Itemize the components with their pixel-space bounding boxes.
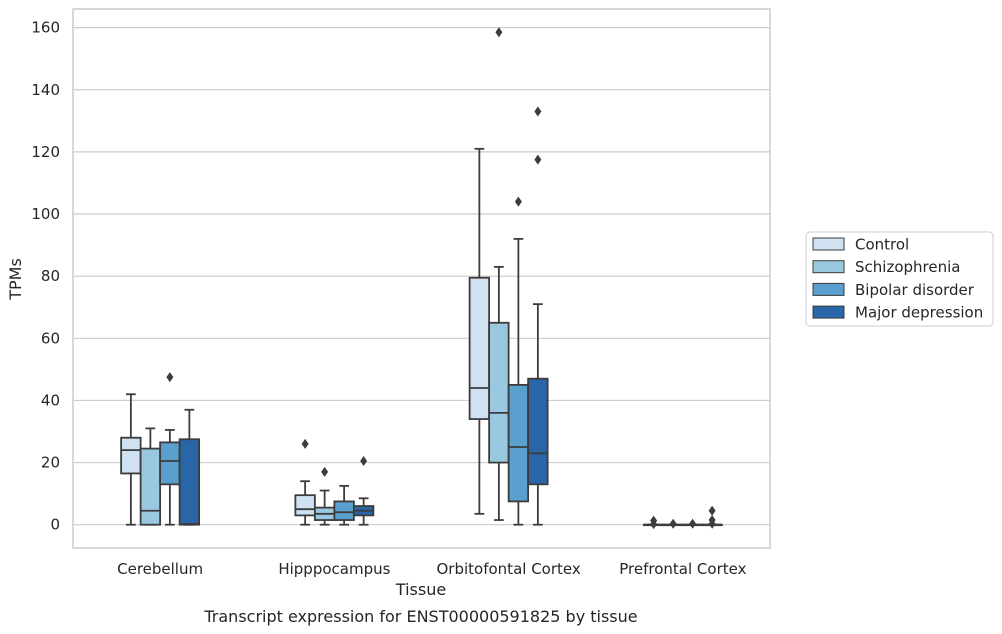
x-axis-label: Tissue (395, 580, 446, 599)
x-tick-label: Orbitofontal Cortex (437, 560, 581, 578)
outlier-point (708, 505, 716, 516)
y-tick-label: 20 (41, 454, 60, 472)
box-3-1 (662, 518, 684, 529)
y-tick-label: 100 (31, 205, 60, 223)
chart-caption: Transcript expression for ENST0000059182… (203, 607, 637, 626)
box (468, 276, 491, 420)
legend-label: Schizophrenia (855, 258, 960, 276)
x-tick-label: Cerebellum (117, 560, 203, 578)
legend-swatch (812, 237, 845, 251)
box-0-2 (159, 372, 181, 526)
box (488, 321, 510, 464)
box-1-2 (333, 484, 355, 526)
box (527, 377, 549, 486)
box (159, 441, 181, 486)
x-tick-label: Hipppocampus (278, 560, 390, 578)
y-tick-label: 60 (41, 329, 60, 347)
outlier-point (650, 515, 658, 526)
box (333, 500, 355, 521)
y-tick-label: 0 (50, 516, 60, 534)
box-1-3 (352, 456, 375, 526)
y-tick-label: 140 (31, 81, 60, 99)
outlier-point (514, 196, 522, 207)
outlier-point (321, 466, 329, 477)
legend-frame (805, 231, 994, 327)
legend: Control Schizophrenia Bipolar disorder Majo… (805, 231, 994, 327)
outlier-point (301, 438, 309, 449)
box-2-2 (507, 196, 530, 526)
y-axis-label: TPMs (6, 258, 25, 301)
legend-label: Control (855, 236, 909, 254)
outlier-point (708, 515, 716, 526)
box-2-0 (468, 147, 491, 515)
y-tick-label: 120 (31, 143, 60, 161)
outlier-point (495, 27, 503, 38)
y-tick-label: 80 (41, 267, 60, 285)
legend-swatch (812, 305, 845, 319)
box-0-0 (120, 393, 142, 526)
outlier-point (360, 456, 368, 467)
box-0-3 (178, 408, 201, 526)
box-3-2 (681, 518, 704, 529)
box (120, 436, 142, 475)
legend-swatch (812, 282, 845, 296)
y-tick-label: 40 (41, 391, 60, 409)
x-tick-label: Prefrontal Cortex (619, 560, 746, 578)
box (507, 384, 530, 503)
box-2-3 (527, 106, 549, 526)
y-tick-label: 160 (31, 19, 60, 37)
box-layer (120, 27, 723, 530)
y-tick-labels: 0 20 40 60 80 100 120 140 160 (31, 19, 60, 534)
legend-swatch (812, 260, 845, 274)
x-tick-labels: Cerebellum Hipppocampus Orbitofontal Corte… (117, 560, 746, 578)
box (139, 447, 162, 526)
plot-frame (72, 8, 771, 549)
box-1-0 (294, 438, 316, 526)
outlier-point (669, 518, 677, 529)
box-3-0 (642, 515, 665, 530)
box-2-1 (488, 27, 510, 521)
box (178, 438, 201, 526)
legend-label: Major depression (855, 304, 983, 322)
outlier-point (534, 106, 542, 117)
outlier-point (689, 518, 697, 529)
box (294, 494, 316, 517)
outlier-point (534, 154, 542, 165)
box-1-1 (313, 466, 336, 526)
outlier-point (166, 372, 174, 383)
legend-label: Bipolar disorder (855, 281, 975, 299)
box-3-3 (701, 505, 723, 529)
box-0-1 (139, 427, 162, 526)
